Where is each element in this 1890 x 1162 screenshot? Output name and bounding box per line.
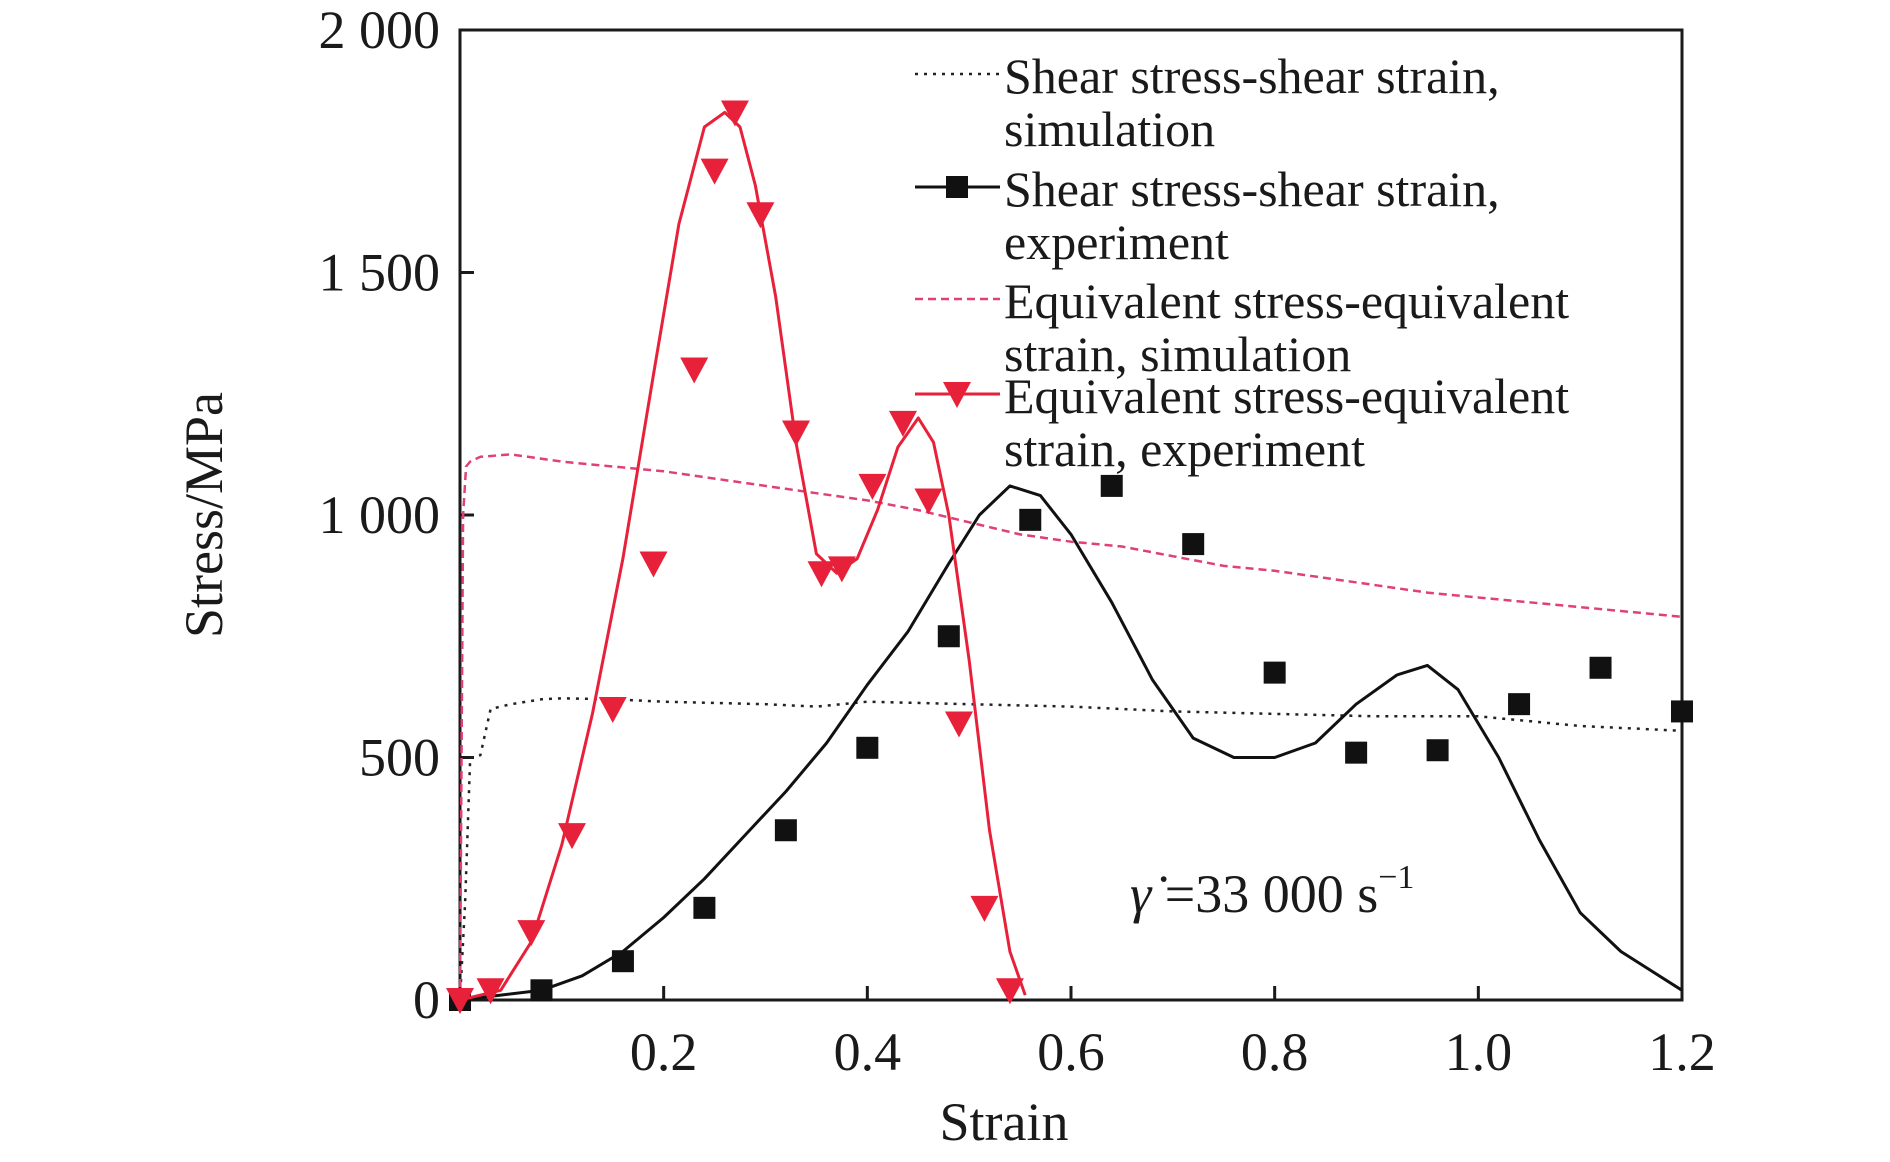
series-4 <box>446 100 1027 1014</box>
data-point <box>1019 508 1042 531</box>
data-point <box>1263 661 1286 684</box>
legend: Shear stress-shear strain,simulationShea… <box>915 48 1569 477</box>
data-point <box>1426 739 1449 762</box>
data-point <box>746 202 775 229</box>
data-point <box>693 896 716 919</box>
legend-label: Equivalent stress-equivalent <box>1004 368 1569 424</box>
x-tick-label: 1.2 <box>1648 1022 1716 1082</box>
series-line <box>459 110 1027 1002</box>
strain-rate-annotation: γ̇ =33 000 s−1 <box>1130 859 1414 924</box>
x-tick-label: 0.4 <box>834 1022 902 1082</box>
y-tick-label: 2 000 <box>319 0 441 60</box>
data-point <box>558 823 587 850</box>
strain-rate-exponent: −1 <box>1378 859 1414 896</box>
data-point <box>1508 693 1531 716</box>
series-2 <box>449 474 1693 1011</box>
data-point <box>944 711 973 738</box>
data-point <box>937 625 960 648</box>
data-point <box>639 551 668 578</box>
data-point <box>970 895 999 922</box>
data-point <box>720 100 749 127</box>
data-point <box>856 736 879 759</box>
series-line <box>459 484 1683 1002</box>
y-tick-label: 500 <box>359 728 440 788</box>
y-tick-label: 1 000 <box>319 485 441 545</box>
legend-item: Shear stress-shear strain,experiment <box>915 161 1500 270</box>
data-point <box>827 556 856 583</box>
data-point <box>530 979 553 1002</box>
x-tick-label: 0.2 <box>630 1022 698 1082</box>
data-point <box>611 950 634 973</box>
legend-item: Shear stress-shear strain,simulation <box>915 48 1500 157</box>
strain-rate-value: =33 000 s <box>1151 864 1378 924</box>
data-point <box>1671 700 1693 723</box>
data-point <box>807 561 836 588</box>
data-point <box>858 473 887 500</box>
x-tick-label: 1.0 <box>1445 1022 1513 1082</box>
data-point <box>995 978 1024 1005</box>
legend-label: strain, simulation <box>1004 326 1351 382</box>
data-point <box>782 420 811 447</box>
series-layer <box>446 100 1693 1014</box>
y-axis-label: Stress/MPa <box>174 392 234 638</box>
legend-marker <box>946 176 968 198</box>
x-tick-label: 0.6 <box>1037 1022 1105 1082</box>
series-3 <box>458 453 1683 1001</box>
data-point <box>888 410 917 437</box>
legend-label: Shear stress-shear strain, <box>1004 161 1500 217</box>
data-point <box>774 819 797 842</box>
data-point <box>598 697 627 723</box>
series-line <box>458 697 1683 1001</box>
data-point <box>914 488 943 515</box>
series-line <box>458 453 1683 1001</box>
legend-label: Equivalent stress-equivalent <box>1004 273 1569 329</box>
data-point <box>1100 474 1123 497</box>
legend-label: simulation <box>1004 101 1215 157</box>
legend-label: strain, experiment <box>1004 421 1365 477</box>
legend-label: experiment <box>1004 214 1229 270</box>
data-point <box>700 158 729 185</box>
data-point <box>476 978 505 1005</box>
y-tick-label: 1 500 <box>319 243 441 303</box>
data-point <box>1345 741 1368 764</box>
data-point <box>446 988 474 1014</box>
data-point <box>1182 533 1205 556</box>
data-point <box>517 920 546 947</box>
series-1 <box>458 697 1683 1001</box>
y-axis-ticks: 0 500 1 000 1 500 2 000 <box>319 0 474 1030</box>
y-tick-label: 0 <box>413 970 440 1030</box>
x-axis-ticks: 0.2 0.4 0.6 0.8 1.0 1.2 <box>630 986 1716 1082</box>
x-tick-label: 0.8 <box>1241 1022 1309 1082</box>
data-point <box>1589 656 1612 679</box>
data-point <box>680 357 709 384</box>
x-axis-label: Strain <box>940 1092 1069 1152</box>
legend-label: Shear stress-shear strain, <box>1004 48 1500 104</box>
legend-marker <box>943 382 971 408</box>
